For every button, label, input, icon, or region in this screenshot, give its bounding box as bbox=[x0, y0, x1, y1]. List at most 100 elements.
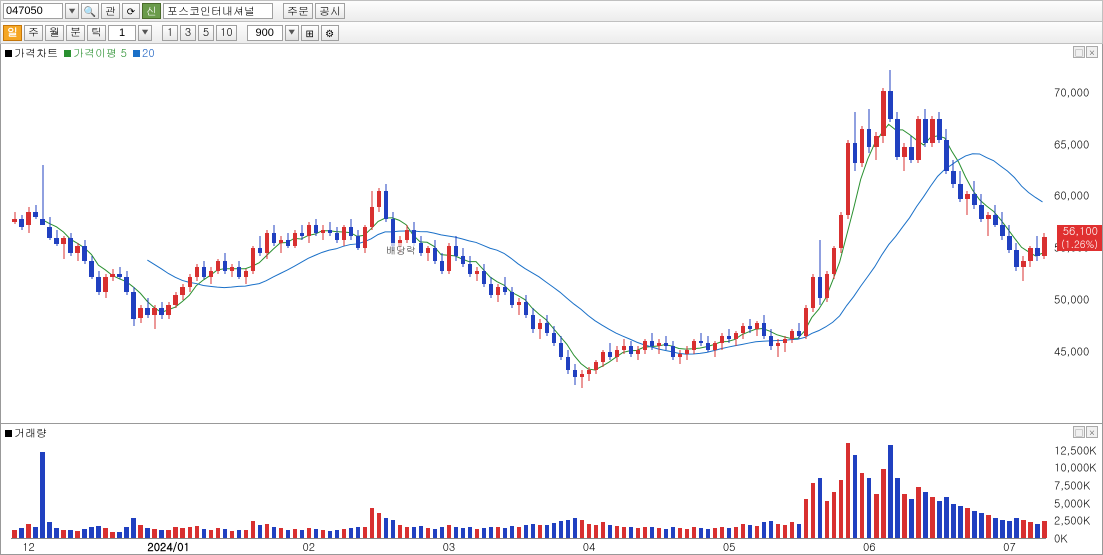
volume-bar bbox=[230, 531, 234, 538]
stock-name: 포스코인터내셔널 bbox=[163, 3, 273, 19]
volume-bar bbox=[692, 527, 696, 538]
vol-tick-label: 2,500K bbox=[1054, 514, 1090, 529]
watch-button[interactable]: 관 bbox=[101, 3, 120, 19]
volume-bar bbox=[475, 529, 479, 538]
volume-bar bbox=[559, 521, 563, 538]
volume-bar bbox=[874, 494, 878, 538]
close-icon[interactable]: × bbox=[1086, 46, 1098, 58]
volume-bar bbox=[461, 528, 465, 538]
volume-bar bbox=[909, 499, 913, 538]
volume-bar bbox=[40, 452, 44, 538]
volume-bar bbox=[979, 513, 983, 538]
volume-bar bbox=[293, 529, 297, 538]
volume-bar bbox=[643, 527, 647, 538]
tool-icon-1[interactable]: ⊞ bbox=[301, 25, 319, 41]
volume-bar bbox=[636, 528, 640, 538]
vol-window-controls: □ × bbox=[1073, 426, 1098, 438]
x-tick-label: 05 bbox=[723, 540, 736, 555]
volume-bar bbox=[265, 524, 269, 538]
volume-bar bbox=[503, 528, 507, 538]
preset-10[interactable]: 10 bbox=[216, 25, 237, 41]
tf-month[interactable]: 월 bbox=[45, 25, 64, 41]
order-button[interactable]: 주문 bbox=[283, 3, 313, 19]
volume-bar bbox=[188, 527, 192, 538]
toolbar-main: ▼ 🔍 관 ⟳ 신 포스코인터내셔널 주문 공시 bbox=[0, 0, 1103, 22]
y-tick-label: 60,000 bbox=[1054, 189, 1089, 204]
maximize-icon[interactable]: □ bbox=[1073, 426, 1085, 438]
volume-bar bbox=[68, 530, 72, 538]
volume-bar bbox=[545, 525, 549, 538]
volume-bar bbox=[678, 528, 682, 538]
volume-bar bbox=[496, 527, 500, 538]
volume-panel: 거래량 □ × 0K2,500K5,000K7,500K10,000K12,50… bbox=[1, 424, 1102, 554]
volume-bar bbox=[916, 487, 920, 538]
volume-bar bbox=[790, 522, 794, 538]
x-tick-label: 12 bbox=[22, 540, 35, 555]
volume-bar bbox=[776, 524, 780, 538]
refresh-icon[interactable]: ⟳ bbox=[122, 3, 140, 19]
x-tick-label: 02 bbox=[302, 540, 315, 555]
volume-bar bbox=[1021, 520, 1025, 538]
tf-qty[interactable] bbox=[108, 25, 136, 41]
volume-bar bbox=[951, 504, 955, 538]
volume-bar bbox=[47, 522, 51, 538]
volume-bar bbox=[538, 525, 542, 538]
volume-bar bbox=[895, 478, 899, 538]
volume-bar bbox=[902, 494, 906, 538]
volume-bar bbox=[657, 528, 661, 538]
volume-bar bbox=[1042, 521, 1046, 538]
volume-bar bbox=[216, 528, 220, 538]
name-prefix-button[interactable]: 신 bbox=[142, 3, 161, 19]
maximize-icon[interactable]: □ bbox=[1073, 46, 1085, 58]
volume-bar bbox=[881, 469, 885, 538]
volume-bar bbox=[251, 521, 255, 538]
volume-bar bbox=[685, 529, 689, 538]
volume-bar bbox=[279, 528, 283, 538]
volume-bar bbox=[377, 513, 381, 538]
volume-bar bbox=[664, 529, 668, 538]
volume-bar bbox=[825, 501, 829, 538]
preset-3[interactable]: 3 bbox=[180, 25, 196, 41]
code-dropdown[interactable]: ▼ bbox=[65, 3, 79, 19]
disclosure-button[interactable]: 공시 bbox=[315, 3, 345, 19]
search-icon[interactable]: 🔍 bbox=[81, 3, 99, 19]
close-icon[interactable]: × bbox=[1086, 426, 1098, 438]
volume-bar bbox=[993, 518, 997, 538]
volume-bar bbox=[258, 525, 262, 538]
volume-bar bbox=[363, 527, 367, 538]
preset-5[interactable]: 5 bbox=[198, 25, 214, 41]
vol-tick-label: 10,000K bbox=[1054, 461, 1096, 476]
volume-bar bbox=[552, 523, 556, 538]
volume-bar bbox=[797, 524, 801, 538]
tf-min[interactable]: 분 bbox=[66, 25, 85, 41]
volume-bar bbox=[762, 522, 766, 538]
volume-bar bbox=[832, 492, 836, 538]
tf-tick[interactable]: 틱 bbox=[87, 25, 106, 41]
volume-bar bbox=[867, 478, 871, 538]
bars-input[interactable] bbox=[247, 25, 283, 41]
volume-plot[interactable] bbox=[11, 440, 1046, 538]
bars-dd[interactable]: ▼ bbox=[285, 25, 299, 41]
volume-bar bbox=[454, 527, 458, 538]
volume-bar bbox=[426, 528, 430, 538]
volume-bar bbox=[237, 530, 241, 538]
volume-bar bbox=[209, 530, 213, 538]
volume-bar bbox=[384, 518, 388, 538]
price-panel: 가격차트 가격이평 5 20 □ × 배당락 45,00050,00055,00… bbox=[1, 44, 1102, 424]
preset-1[interactable]: 1 bbox=[162, 25, 178, 41]
code-input[interactable] bbox=[3, 3, 63, 19]
y-tick-label: 65,000 bbox=[1054, 137, 1089, 152]
tf-week[interactable]: 주 bbox=[24, 25, 43, 41]
settings-icon[interactable]: ⚙ bbox=[321, 25, 339, 41]
tf-qty-dd[interactable]: ▼ bbox=[138, 25, 152, 41]
price-plot[interactable]: 배당락 bbox=[11, 62, 1046, 423]
volume-bar bbox=[629, 527, 633, 538]
volume-bar bbox=[138, 525, 142, 538]
volume-bar bbox=[321, 530, 325, 538]
tf-day[interactable]: 일 bbox=[3, 25, 22, 41]
volume-bar bbox=[587, 524, 591, 538]
volume-bar bbox=[650, 527, 654, 538]
volume-bar bbox=[748, 525, 752, 538]
volume-bar bbox=[89, 527, 93, 538]
y-tick-label: 50,000 bbox=[1054, 292, 1089, 307]
